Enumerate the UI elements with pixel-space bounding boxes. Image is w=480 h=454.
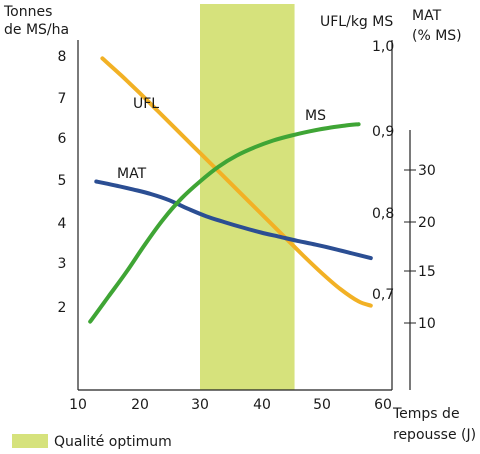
y-mat-tick-10: 10	[418, 316, 436, 332]
y-ufl-tick-0-7: 0,7	[372, 287, 394, 303]
y-mat-tick-30: 30	[418, 163, 436, 179]
series-line-ufl	[100, 56, 373, 308]
legend-label-optimum: Qualité optimum	[54, 434, 172, 450]
x-title-line1: Temps de	[392, 406, 460, 422]
y-mat-tick-15: 15	[418, 264, 436, 280]
x-title-line2: repousse (J)	[393, 427, 476, 443]
y-ufl-tick-1-0: 1,0	[372, 39, 394, 55]
series-label-ms: MS	[305, 108, 326, 124]
x-tick-10: 10	[69, 397, 87, 413]
y-left-tick-3: 3	[58, 256, 67, 272]
x-tick-50: 50	[313, 397, 331, 413]
series-line-ms	[88, 122, 361, 324]
y-left-title-line2: de MS/ha	[4, 22, 69, 38]
series-label-ufl: UFL	[133, 96, 159, 112]
x-tick-20: 20	[131, 397, 149, 413]
series-label-mat: MAT	[117, 166, 147, 182]
optimum-quality-band	[200, 4, 295, 390]
y-ufl-tick-0-8: 0,8	[372, 206, 394, 222]
y-left-tick-5: 5	[58, 173, 67, 189]
y-mat-title-line2: (% MS)	[412, 28, 462, 44]
x-tick-40: 40	[253, 397, 271, 413]
y-left-title-line1: Tonnes	[3, 4, 52, 20]
y-mat-title-line1: MAT	[412, 8, 442, 24]
x-tick-30: 30	[191, 397, 209, 413]
y-left-tick-8: 8	[58, 49, 67, 65]
y-mat-tick-20: 20	[418, 215, 436, 231]
y-ufl-title: UFL/kg MS	[320, 14, 393, 30]
y-left-tick-4: 4	[58, 216, 67, 232]
y-left-tick-6: 6	[58, 131, 67, 147]
y-left-tick-7: 7	[58, 91, 67, 107]
series-line-mat	[94, 179, 373, 261]
y-ufl-tick-0-9: 0,9	[372, 124, 394, 140]
legend-swatch-optimum	[12, 434, 48, 448]
y-left-tick-2: 2	[58, 300, 67, 316]
x-tick-60: 60	[374, 397, 392, 413]
